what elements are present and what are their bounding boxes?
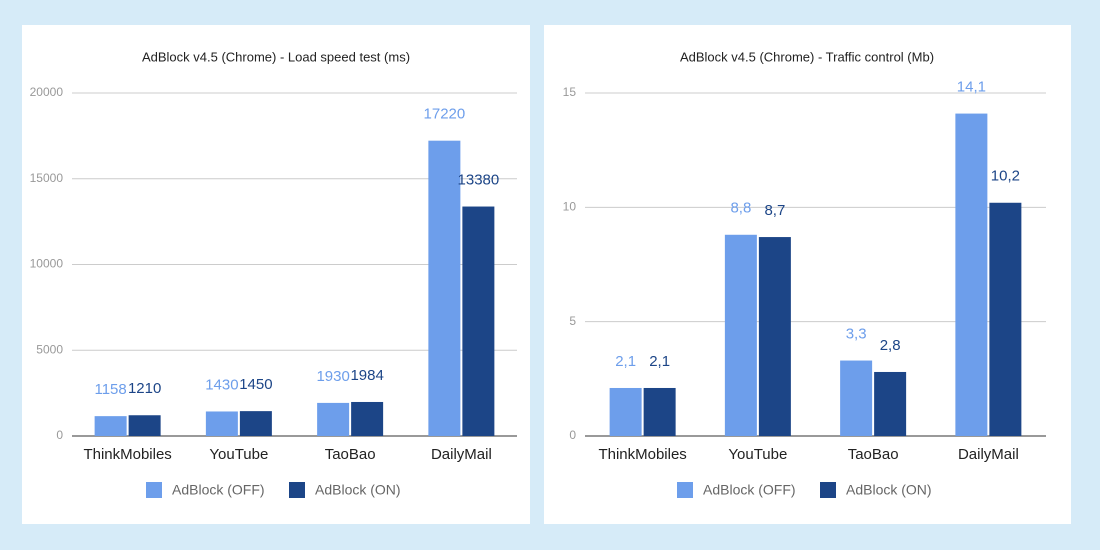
bar (428, 140, 461, 436)
x-tick-label: DailyMail (431, 446, 492, 463)
y-tick-label: 20000 (30, 85, 64, 99)
x-tick-label: YouTube (728, 446, 787, 463)
bar (462, 206, 495, 436)
y-tick-label: 0 (569, 428, 576, 442)
x-tick-label: TaoBao (325, 446, 376, 463)
bar (317, 402, 350, 436)
data-label: 1984 (350, 367, 383, 384)
legend-swatch (820, 482, 836, 498)
chart-title: AdBlock v4.5 (Chrome) - Traffic control … (680, 49, 934, 64)
data-label: 1450 (239, 376, 272, 393)
chart-title: AdBlock v4.5 (Chrome) - Load speed test … (142, 49, 410, 64)
y-tick-label: 5000 (36, 342, 63, 356)
bar (874, 371, 907, 436)
y-tick-label: 0 (56, 428, 63, 442)
data-label: 2,8 (880, 337, 901, 354)
y-tick-label: 15000 (30, 171, 64, 185)
data-label: 14,1 (957, 79, 986, 96)
bar (94, 416, 127, 436)
bar (989, 202, 1022, 436)
data-label: 10,2 (991, 168, 1020, 185)
x-tick-label: YouTube (209, 446, 268, 463)
legend-swatch (677, 482, 693, 498)
bar (643, 387, 676, 436)
data-label: 8,8 (730, 200, 751, 217)
x-tick-label: ThinkMobiles (598, 446, 686, 463)
data-label: 17220 (424, 106, 466, 123)
x-tick-label: ThinkMobiles (83, 446, 171, 463)
data-label: 2,1 (615, 353, 636, 370)
x-tick-label: DailyMail (958, 446, 1019, 463)
legend-label: AdBlock (OFF) (172, 482, 265, 498)
legend-label: AdBlock (ON) (315, 482, 401, 498)
y-tick-label: 15 (563, 85, 577, 99)
data-label: 8,7 (764, 202, 785, 219)
legend-label: AdBlock (OFF) (703, 482, 796, 498)
data-label: 2,1 (649, 353, 670, 370)
data-label: 1158 (94, 381, 126, 398)
y-tick-label: 5 (569, 314, 576, 328)
data-label: 1930 (316, 368, 349, 385)
data-label: 1430 (205, 376, 238, 393)
bar (955, 113, 988, 436)
bar (351, 401, 384, 436)
data-label: 13380 (458, 172, 500, 189)
x-tick-label: TaoBao (848, 446, 899, 463)
data-label: 1210 (128, 380, 161, 397)
y-tick-label: 10000 (30, 257, 64, 271)
bar (239, 411, 272, 436)
bar (128, 415, 161, 436)
bar (609, 387, 642, 436)
y-tick-label: 10 (563, 200, 577, 214)
bar (205, 411, 238, 436)
legend-swatch (146, 482, 162, 498)
bar (758, 237, 791, 436)
data-label: 3,3 (846, 326, 867, 343)
bar (840, 360, 873, 436)
bar (724, 234, 757, 436)
legend-label: AdBlock (ON) (846, 482, 932, 498)
legend-swatch (289, 482, 305, 498)
